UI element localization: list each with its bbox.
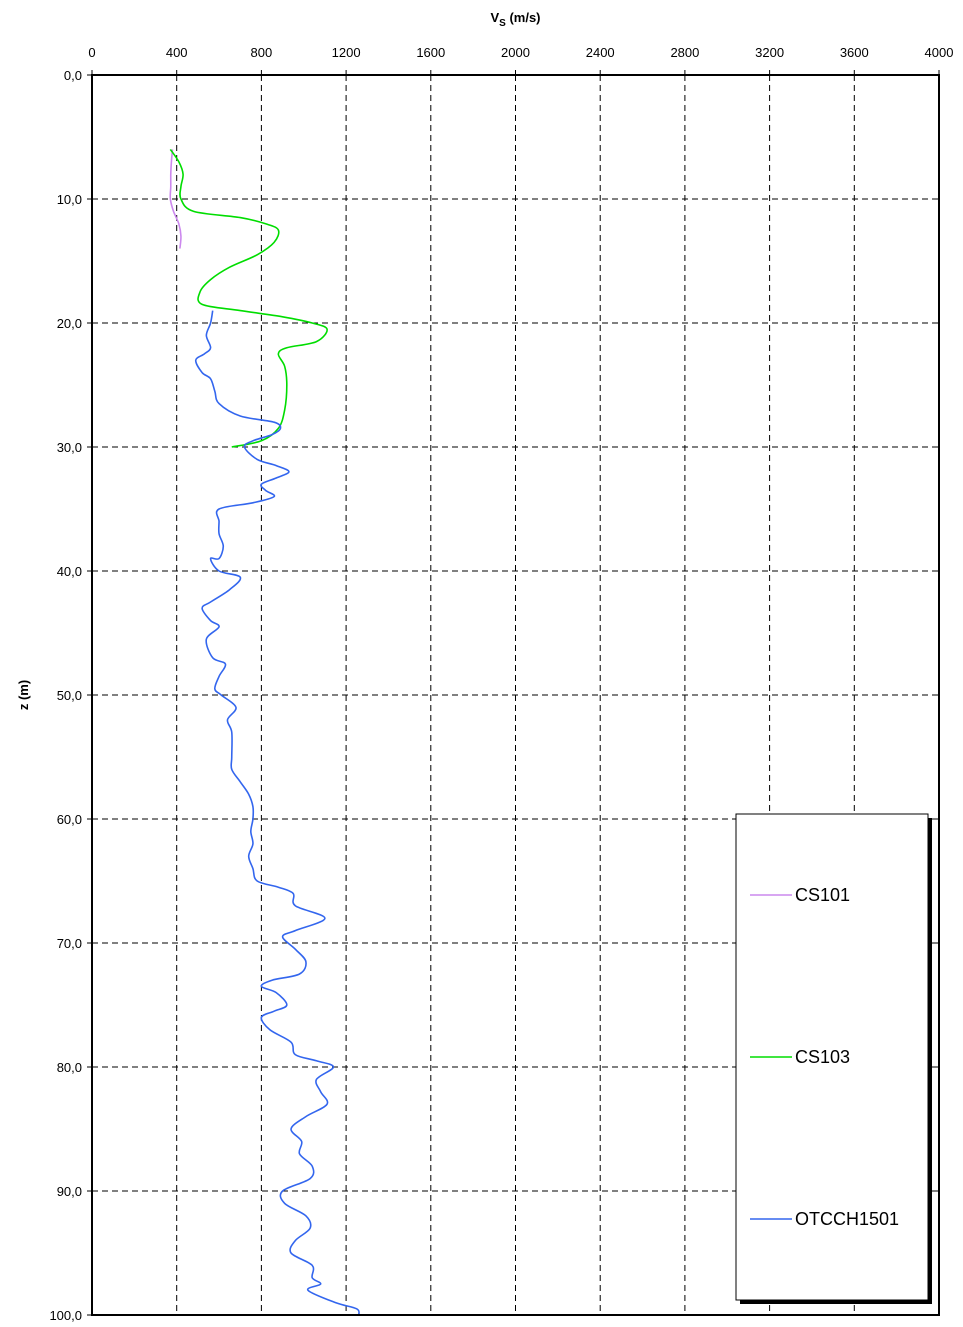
legend: CS101 CS103 OTCCH1501 xyxy=(735,813,932,1304)
y-tick-label: 60,0 xyxy=(57,812,82,827)
y-tick-label: 100,0 xyxy=(49,1308,82,1323)
x-tick-label: 1200 xyxy=(332,45,361,60)
x-tick-label: 1600 xyxy=(416,45,445,60)
legend-label-cs101: CS101 xyxy=(795,885,850,905)
y-tick-label: 90,0 xyxy=(57,1184,82,1199)
x-tick-label: 800 xyxy=(251,45,273,60)
legend-items: CS101 CS103 OTCCH1501 xyxy=(750,885,899,1229)
x-axis-title-main: V xyxy=(490,10,499,25)
y-tick-label: 50,0 xyxy=(57,688,82,703)
series-line-cs103 xyxy=(169,148,328,448)
x-tick-label: 3600 xyxy=(840,45,869,60)
y-tick-label: 0,0 xyxy=(64,68,82,83)
x-tick-label: 400 xyxy=(166,45,188,60)
x-tick-label: 2800 xyxy=(670,45,699,60)
x-tick-label: 3200 xyxy=(755,45,784,60)
y-axis-title: z (m) xyxy=(16,680,31,710)
legend-label-cs103: CS103 xyxy=(795,1047,850,1067)
series-line-otcch1501 xyxy=(194,310,360,1316)
x-axis-title-subscript: S xyxy=(499,18,506,29)
y-tick-label: 40,0 xyxy=(57,564,82,579)
x-axis-title-unit: (m/s) xyxy=(506,10,541,25)
x-tick-label: 4000 xyxy=(925,45,954,60)
series-layer xyxy=(169,148,360,1316)
series-line-cs101 xyxy=(169,149,182,249)
tick-layer: 0 400 800 1200 1600 2000 2400 2800 3200 3600 4000 0… xyxy=(49,45,953,1323)
y-tick-label: 10,0 xyxy=(57,192,82,207)
y-tick-label: 70,0 xyxy=(57,936,82,951)
y-tick-label: 20,0 xyxy=(57,316,82,331)
x-tick-label: 2400 xyxy=(586,45,615,60)
y-tick-label: 80,0 xyxy=(57,1060,82,1075)
x-tick-label: 0 xyxy=(88,45,95,60)
y-tick-label: 30,0 xyxy=(57,440,82,455)
legend-label-otcch1501: OTCCH1501 xyxy=(795,1209,899,1229)
x-tick-label: 2000 xyxy=(501,45,530,60)
x-axis-title: VS (m/s) xyxy=(490,10,540,29)
